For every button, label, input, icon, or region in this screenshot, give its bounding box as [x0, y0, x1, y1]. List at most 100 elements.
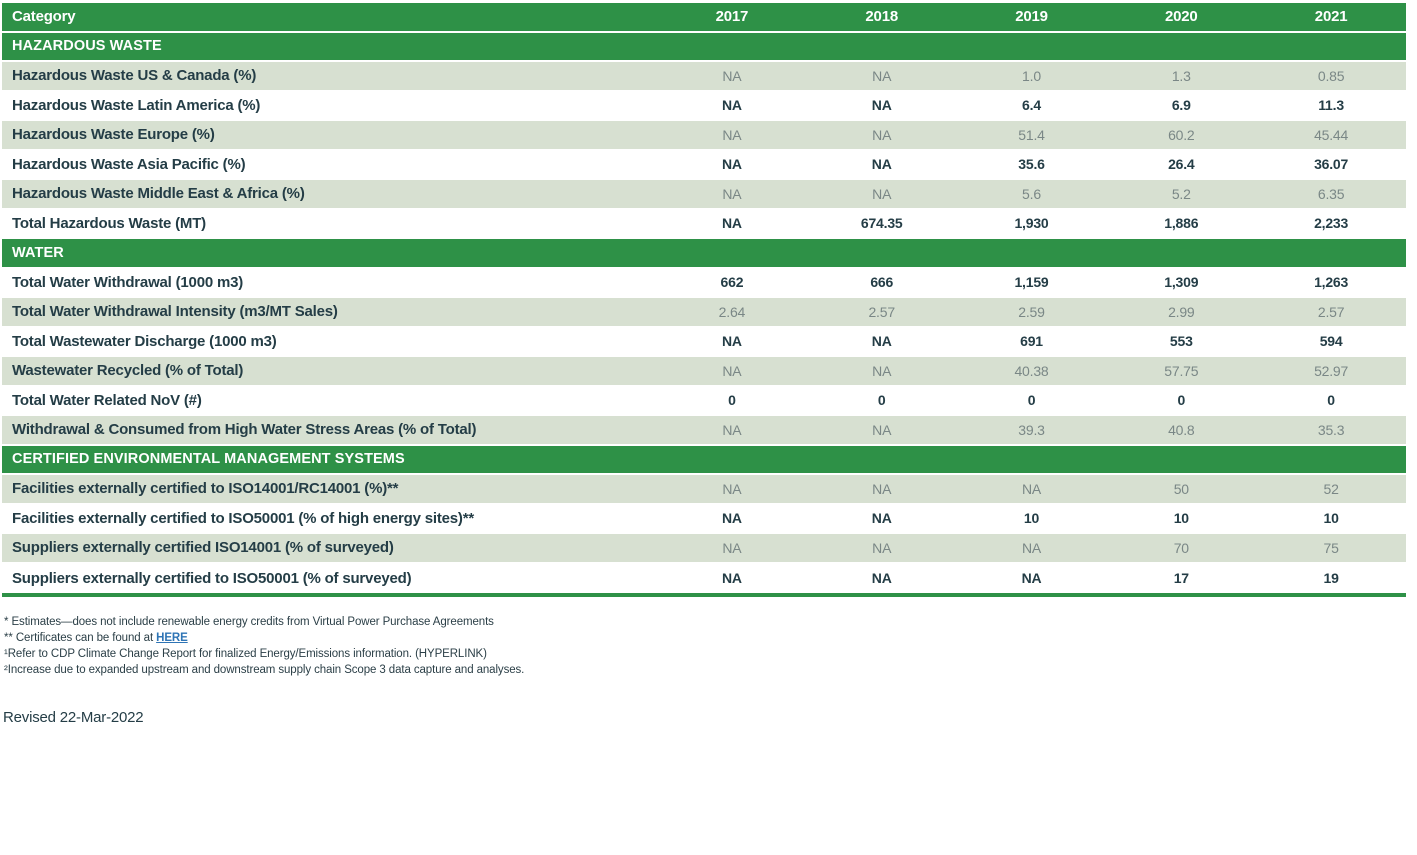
row-value: NA: [872, 539, 892, 556]
row-value: 0: [1177, 392, 1186, 409]
row-value: 553: [1169, 333, 1193, 350]
category-column-header: Category: [12, 8, 76, 26]
footnote-line: ²Increase due to expanded upstream and d…: [4, 662, 1417, 678]
row-value: NA: [722, 480, 742, 497]
row-label: Wastewater Recycled (% of Total): [12, 362, 244, 380]
year-column-header: 2021: [1314, 8, 1348, 26]
row-value: NA: [872, 185, 892, 202]
year-column-header: 2019: [1015, 8, 1048, 26]
row-value: 11.3: [1318, 97, 1344, 114]
row-value: 40.38: [1014, 362, 1049, 379]
row-value: NA: [872, 67, 892, 84]
row-value: NA: [872, 362, 892, 379]
table-row: Facilities externally certified to ISO14…: [2, 475, 1406, 505]
row-value: 691: [1020, 333, 1043, 350]
row-label: Total Water Withdrawal Intensity (m3/MT …: [12, 303, 338, 321]
row-label: Suppliers externally certified to ISO500…: [12, 569, 412, 587]
row-value: NA: [872, 126, 892, 143]
row-label: Total Hazardous Waste (MT): [12, 214, 206, 232]
row-value: 10: [1173, 510, 1189, 527]
row-value: 60.2: [1168, 126, 1195, 143]
table-row: Hazardous Waste US & Canada (%) NA NA 1.0 1.…: [2, 62, 1406, 92]
row-value: 75: [1323, 539, 1339, 556]
row-value: 17: [1173, 570, 1189, 587]
row-value: 70: [1173, 539, 1189, 556]
row-value: NA: [1021, 570, 1042, 587]
row-value: 51.4: [1018, 126, 1045, 143]
row-value: NA: [871, 510, 892, 527]
row-value: 2,233: [1314, 215, 1349, 232]
row-label: Hazardous Waste US & Canada (%): [12, 67, 257, 85]
row-value: 52: [1323, 480, 1339, 497]
row-value: NA: [872, 421, 892, 438]
row-value: NA: [721, 215, 742, 232]
year-column-header: 2020: [1165, 8, 1198, 26]
row-label: Withdrawal & Consumed from High Water St…: [12, 421, 477, 439]
footnote-text: ²Increase due to expanded upstream and d…: [4, 664, 525, 676]
row-value: NA: [872, 480, 892, 497]
row-value: 40.8: [1168, 421, 1195, 438]
table-row: Withdrawal & Consumed from High Water St…: [2, 416, 1406, 446]
esg-data-table: Category 2017 2018 2019 2020 2021 HAZARDOUS …: [2, 3, 1406, 597]
table-row: Hazardous Waste Middle East & Africa (%)…: [2, 180, 1406, 210]
row-value: 594: [1319, 333, 1343, 350]
section-title: CERTIFIED ENVIRONMENTAL MANAGEMENT SYSTE…: [12, 451, 405, 468]
row-value: 1.0: [1022, 67, 1041, 84]
footnotes: * Estimates—does not include renewable e…: [4, 614, 1417, 678]
row-value: NA: [871, 156, 892, 173]
row-value: 2.57: [1317, 303, 1345, 320]
section-title: HAZARDOUS WASTE: [12, 38, 162, 55]
row-value: 666: [870, 274, 894, 291]
row-value: 0: [1327, 392, 1335, 409]
row-value: 674.35: [860, 215, 903, 232]
row-value: NA: [1021, 480, 1042, 497]
row-value: 1.3: [1171, 67, 1191, 84]
row-value: NA: [722, 126, 742, 143]
table-body: HAZARDOUS WASTE Hazardous Waste US & Cana…: [2, 32, 1406, 593]
row-value: NA: [721, 570, 742, 587]
row-value: 39.3: [1018, 421, 1045, 438]
footnote-text: ¹Refer to CDP Climate Change Report for …: [4, 648, 487, 660]
row-value: 19: [1323, 570, 1339, 587]
row-value: NA: [721, 156, 742, 173]
table-row: Total Hazardous Waste (MT) NA 674.35 1,930 1…: [2, 209, 1406, 239]
row-value: 5.2: [1171, 185, 1191, 202]
row-value: NA: [721, 510, 742, 527]
row-value: 52.97: [1314, 362, 1349, 379]
row-value: 1,159: [1014, 274, 1049, 291]
row-value: NA: [721, 97, 742, 114]
footnote-text: ** Certificates can be found at: [4, 632, 157, 644]
row-value: 50: [1173, 480, 1189, 497]
row-value: 662: [720, 274, 744, 291]
row-value: 6.4: [1022, 97, 1041, 114]
table-header-row: Category 2017 2018 2019 2020 2021: [2, 3, 1406, 33]
row-label: Total Water Related NoV (#): [12, 391, 202, 409]
row-value: 2.99: [1168, 303, 1195, 320]
certificates-here-link[interactable]: HERE: [156, 632, 188, 644]
row-value: NA: [722, 421, 742, 438]
row-value: 0: [877, 392, 886, 409]
table-row: Total Water Withdrawal Intensity (m3/MT …: [2, 298, 1406, 328]
row-value: NA: [722, 539, 742, 556]
footnote-line: ¹Refer to CDP Climate Change Report for …: [4, 646, 1417, 662]
row-value: 1,263: [1314, 274, 1349, 291]
row-value: NA: [871, 97, 892, 114]
row-label: Total Wastewater Discharge (1000 m3): [12, 332, 277, 350]
table-row: Hazardous Waste Latin America (%) NA NA 6.4…: [2, 91, 1406, 121]
row-value: 0.85: [1317, 67, 1345, 84]
table-row: Hazardous Waste Europe (%) NA NA 51.4 60.2 45…: [2, 121, 1406, 151]
row-value: NA: [722, 67, 742, 84]
row-label: Hazardous Waste Latin America (%): [12, 96, 261, 114]
section-title: WATER: [12, 244, 64, 261]
row-value: 1,930: [1014, 215, 1049, 232]
row-value: 5.6: [1022, 185, 1041, 202]
row-label: Facilities externally certified to ISO14…: [12, 480, 399, 498]
row-value: 1,886: [1164, 215, 1199, 232]
row-label: Total Water Withdrawal (1000 m3): [12, 273, 244, 291]
year-column-header: 2017: [715, 8, 749, 26]
section-header-row: HAZARDOUS WASTE: [2, 32, 1406, 62]
row-value: 26.4: [1168, 156, 1195, 173]
row-value: NA: [722, 185, 742, 202]
row-value: 2.64: [718, 303, 746, 320]
row-value: 6.9: [1171, 97, 1191, 114]
